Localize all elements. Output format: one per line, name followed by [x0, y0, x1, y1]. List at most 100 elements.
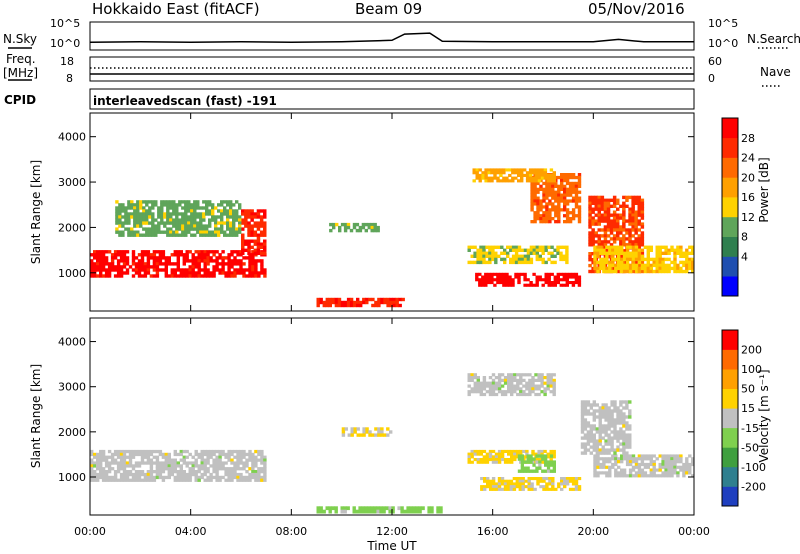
power-cell [493, 168, 497, 172]
power-cell [254, 265, 258, 269]
power-cell [550, 260, 554, 265]
power-region-9 [472, 168, 556, 183]
power-cell [542, 205, 546, 209]
velocity-cell [510, 458, 514, 462]
power-cell [358, 225, 363, 230]
velocity-cell [488, 387, 493, 391]
power-cell [151, 224, 155, 228]
power-cell [374, 300, 378, 305]
power-cell [328, 297, 332, 302]
power-cell [685, 257, 689, 262]
power-cell [506, 245, 510, 249]
velocity-cell [140, 452, 145, 457]
velocity-cell [316, 509, 320, 514]
power-cell [232, 215, 236, 219]
power-cell [364, 222, 368, 227]
velocity-cell [595, 415, 599, 419]
velocity-cell [173, 470, 177, 474]
power-cell [545, 190, 549, 194]
power-cell [169, 221, 173, 225]
power-cell [599, 266, 603, 271]
power-cell [517, 260, 522, 265]
power-cell [617, 257, 621, 262]
power-cell [143, 253, 148, 257]
power-cell [96, 259, 100, 263]
power-cell [514, 176, 518, 180]
power-cell [631, 222, 635, 226]
power-cell [565, 208, 570, 212]
power-cell [625, 248, 630, 252]
velocity-cell [96, 464, 100, 468]
velocity-cell [510, 376, 514, 380]
velocity-cell [367, 509, 371, 514]
velocity-cell [637, 457, 642, 461]
power-cell [205, 233, 209, 237]
power-cell [628, 213, 632, 217]
velocity-colorbar-swatch [722, 369, 738, 389]
power-region-2 [316, 297, 405, 308]
velocity-cell [352, 506, 356, 511]
power-cell [127, 218, 131, 222]
velocity-cell [215, 461, 219, 465]
velocity-cell [614, 457, 618, 461]
power-cell [340, 303, 345, 308]
power-cell [517, 248, 522, 252]
velocity-cell [592, 403, 596, 407]
power-cell [568, 184, 573, 188]
power-cell [514, 248, 519, 252]
velocity-cell [497, 477, 502, 481]
power-colorbar-swatch [722, 157, 738, 178]
power-cell [588, 219, 592, 223]
power-cell [691, 248, 695, 252]
velocity-cell [512, 477, 517, 481]
velocity-cell [209, 478, 213, 482]
power-cell [473, 254, 477, 258]
velocity-cell [580, 445, 585, 449]
power-cell [616, 237, 620, 241]
power-cell [685, 254, 689, 258]
freq-unit-label: [MHz] [3, 66, 38, 80]
power-cell [160, 212, 164, 216]
velocity-cell [610, 439, 614, 443]
power-cell [368, 297, 372, 302]
power-cell [481, 173, 485, 177]
power-cell [612, 222, 617, 226]
power-cell [253, 230, 258, 234]
power-colorbar-swatch [722, 197, 738, 218]
velocity-cell [592, 418, 596, 422]
power-cell [226, 212, 230, 216]
power-cell [182, 271, 186, 275]
velocity-cell [616, 430, 620, 434]
power-cell [119, 253, 124, 257]
power-cell [640, 254, 645, 258]
power-cell [631, 198, 635, 202]
power-cell [535, 245, 539, 249]
velocity-cell [182, 472, 186, 477]
power-cell [622, 263, 627, 268]
velocity-cell [500, 390, 505, 394]
power-cell [133, 209, 137, 213]
power-cell [597, 216, 601, 220]
power-cell [637, 260, 642, 265]
velocity-cell [248, 472, 252, 477]
power-cell [139, 218, 143, 222]
power-cell [223, 206, 227, 210]
velocity-cell [439, 509, 443, 514]
power-cell [655, 269, 659, 274]
power-cell [529, 251, 534, 255]
power-cell [670, 245, 674, 249]
velocity-cell [194, 478, 198, 482]
power-cell [539, 217, 543, 221]
power-cell [682, 254, 686, 258]
velocity-cell [149, 458, 154, 462]
velocity-cell [605, 465, 609, 469]
velocity-cell [143, 452, 148, 457]
power-cell [122, 265, 127, 269]
power-colorbar-swatch [722, 118, 738, 139]
power-cell [620, 245, 624, 249]
velocity-cell [158, 449, 163, 454]
power-cell [622, 249, 626, 253]
power-cell [634, 210, 638, 214]
power-cell [187, 230, 191, 234]
velocity-cell [620, 457, 624, 461]
